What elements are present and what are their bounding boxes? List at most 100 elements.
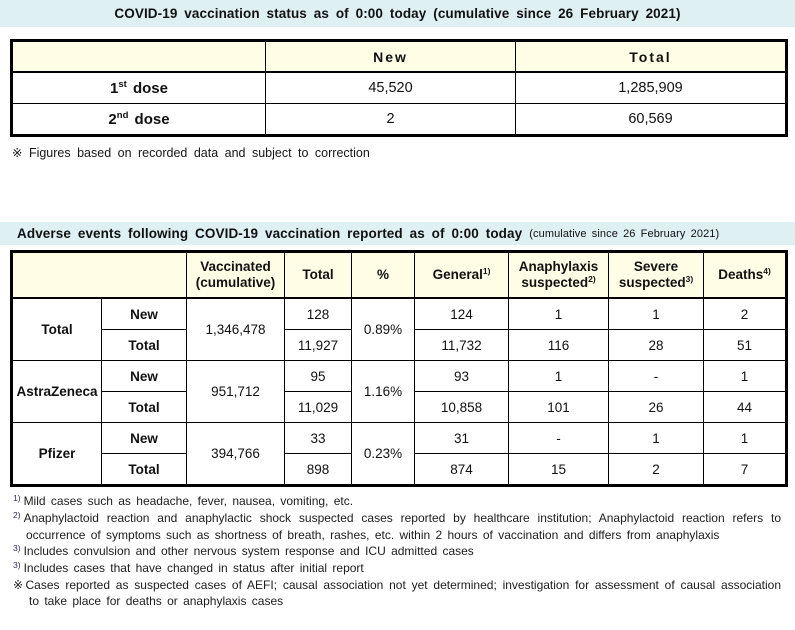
footnote-3: 3) Includes convulsion and other nervous … <box>13 543 781 560</box>
page-title: COVID-19 vaccination status as of 0:00 t… <box>114 6 681 21</box>
footnote-1-marker: 1) <box>13 492 21 503</box>
cell-total-new-deaths: 2 <box>703 297 787 330</box>
cell-total-cum-anaphylaxis: 116 <box>508 329 609 361</box>
empty-corner-cell <box>11 251 187 299</box>
row-label-new: New <box>101 297 187 330</box>
deaths-label: Deaths <box>718 267 764 283</box>
cell-dose2-total: 60,569 <box>515 103 787 136</box>
adverse-events-title-bar: Adverse events following COVID-19 vaccin… <box>0 222 795 245</box>
cell-pfizer-new-severe: 1 <box>608 422 704 454</box>
row-total-cumulative: Total 11,927 11,732 116 28 51 <box>12 329 787 361</box>
row-label-total: Total <box>101 453 187 486</box>
anaphylaxis-line2: suspected <box>521 275 589 290</box>
row-label-new: New <box>101 360 187 392</box>
footnote-4-marker: 3) <box>13 559 21 570</box>
vaccination-status-title-bar: COVID-19 vaccination status as of 0:00 t… <box>0 0 795 27</box>
cell-az-new-total: 95 <box>284 360 352 392</box>
footnote-2: 2) Anaphylactoid reaction and anaphylacti… <box>13 510 781 543</box>
col-header-general: General1) <box>414 251 509 299</box>
dose-ordinal-suffix: st <box>118 79 127 91</box>
footnote-1-text: Mild cases such as headache, fever, naus… <box>23 494 354 508</box>
empty-corner-cell <box>11 40 266 73</box>
cell-pfizer-new-anaphylaxis: - <box>508 422 609 454</box>
cell-dose1-new: 45,520 <box>265 71 516 104</box>
general-footnote-ref: 1) <box>482 266 491 277</box>
anaphylaxis-line1: Anaphylaxis <box>518 259 599 275</box>
anaphylaxis-footnote-ref: 2) <box>588 274 596 285</box>
cell-total-new-severe: 1 <box>608 297 704 330</box>
group-label-pfizer: Pfizer <box>11 422 102 486</box>
dose-number: 1 <box>110 79 119 97</box>
cell-total-percent: 0.89% <box>351 297 415 361</box>
cell-pfizer-cum-deaths: 7 <box>703 453 787 486</box>
cell-az-cum-deaths: 44 <box>703 391 787 423</box>
adverse-events-title-paren: (cumulative since 26 February 2021) <box>529 227 720 240</box>
cell-total-new-anaphylaxis: 1 <box>508 297 609 330</box>
cell-total-cum-severe: 28 <box>608 329 704 361</box>
cell-total-vaccinated: 1,346,478 <box>186 297 285 361</box>
row-label-second-dose: 2nd dose <box>11 103 266 136</box>
row-astrazeneca-cumulative: Total 11,029 10,858 101 26 44 <box>12 391 787 423</box>
adverse-events-title: Adverse events following COVID-19 vaccin… <box>17 226 523 241</box>
col-header-percent: % <box>351 251 415 299</box>
cell-az-new-severe: - <box>608 360 704 392</box>
row-label-total: Total <box>101 391 187 423</box>
footnote-4: 3) Includes cases that have changed in st… <box>13 560 781 577</box>
row-label-total: Total <box>101 329 187 361</box>
row-pfizer-new: Pfizer New 394,766 33 0.23% 31 - 1 1 <box>11 422 787 486</box>
vaccinated-line2: (cumulative) <box>195 275 276 290</box>
row-label-first-dose: 1st dose <box>11 71 266 104</box>
footnote-4-text: Includes cases that have changed in stat… <box>23 561 364 575</box>
footnote-2-text: Anaphylactoid reaction and anaphylactic … <box>23 511 781 542</box>
footnote-aefi-note: ※ Cases reported as suspected cases of AE… <box>13 577 781 609</box>
cell-pfizer-cum-total: 898 <box>284 453 352 486</box>
col-header-deaths: Deaths4) <box>703 251 787 299</box>
cell-pfizer-cum-anaphylaxis: 15 <box>508 453 609 486</box>
cell-total-new-general: 124 <box>414 297 509 330</box>
row-total-new: Total New 1,346,478 128 0.89% 124 1 1 2 <box>11 297 787 361</box>
footnote-3-text: Includes convulsion and other nervous sy… <box>23 544 474 558</box>
footnote-aefi-text: Cases reported as suspected cases of AEF… <box>25 578 781 608</box>
cell-az-vaccinated: 951,712 <box>186 360 285 423</box>
dose-word: dose <box>126 79 168 97</box>
footnotes: 1) Mild cases such as headache, fever, na… <box>13 493 781 609</box>
cell-total-cum-total: 11,927 <box>284 329 352 361</box>
col-header-anaphylaxis: Anaphylaxis suspected2) <box>508 251 609 299</box>
deaths-footnote-ref: 4) <box>763 266 771 277</box>
vaccination-status-table: New Total 1st dose 45,520 1,285,909 2nd … <box>10 39 788 137</box>
row-astrazeneca-new: AstraZeneca New 951,712 95 1.16% 93 1 - … <box>11 360 787 423</box>
general-label: General <box>432 267 483 283</box>
cell-total-new-total: 128 <box>284 297 352 330</box>
adverse-table-header-row: Vaccinated (cumulative) Total % General1)… <box>11 251 787 299</box>
cell-pfizer-percent: 0.23% <box>351 422 415 486</box>
dose-number: 2 <box>108 110 117 128</box>
severe-line1: Severe <box>633 259 679 275</box>
row-label-new: New <box>101 422 187 454</box>
dose-word: dose <box>128 110 170 128</box>
table-header-row: New Total <box>11 40 787 73</box>
table-row-dose1: 1st dose 45,520 1,285,909 <box>11 71 787 104</box>
col-header-vaccinated: Vaccinated (cumulative) <box>186 251 285 299</box>
severe-line2: suspected <box>618 275 686 290</box>
cell-dose1-total: 1,285,909 <box>515 71 787 104</box>
footnote-1: 1) Mild cases such as headache, fever, na… <box>13 493 781 510</box>
dose-ordinal-suffix: nd <box>116 110 129 122</box>
cell-total-cum-general: 11,732 <box>414 329 509 361</box>
col-header-total: Total <box>284 251 352 299</box>
cell-az-cum-total: 11,029 <box>284 391 352 423</box>
vaccinated-line1: Vaccinated <box>200 259 271 275</box>
cell-az-new-general: 93 <box>414 360 509 392</box>
footnote-2-marker: 2) <box>13 509 21 520</box>
cell-az-cum-general: 10,858 <box>414 391 509 423</box>
severe-footnote-ref: 3) <box>685 274 694 285</box>
cell-dose2-new: 2 <box>265 103 516 136</box>
table-row-dose2: 2nd dose 2 60,569 <box>11 103 787 136</box>
cell-az-new-anaphylaxis: 1 <box>508 360 609 392</box>
cell-az-cum-anaphylaxis: 101 <box>508 391 609 423</box>
col-header-total: Total <box>515 40 787 73</box>
row-pfizer-cumulative: Total 898 874 15 2 7 <box>12 453 787 486</box>
footnote-aefi-marker: ※ <box>13 578 24 592</box>
cell-pfizer-vaccinated: 394,766 <box>186 422 285 486</box>
group-label-astrazeneca: AstraZeneca <box>11 360 102 423</box>
cell-az-percent: 1.16% <box>351 360 415 423</box>
